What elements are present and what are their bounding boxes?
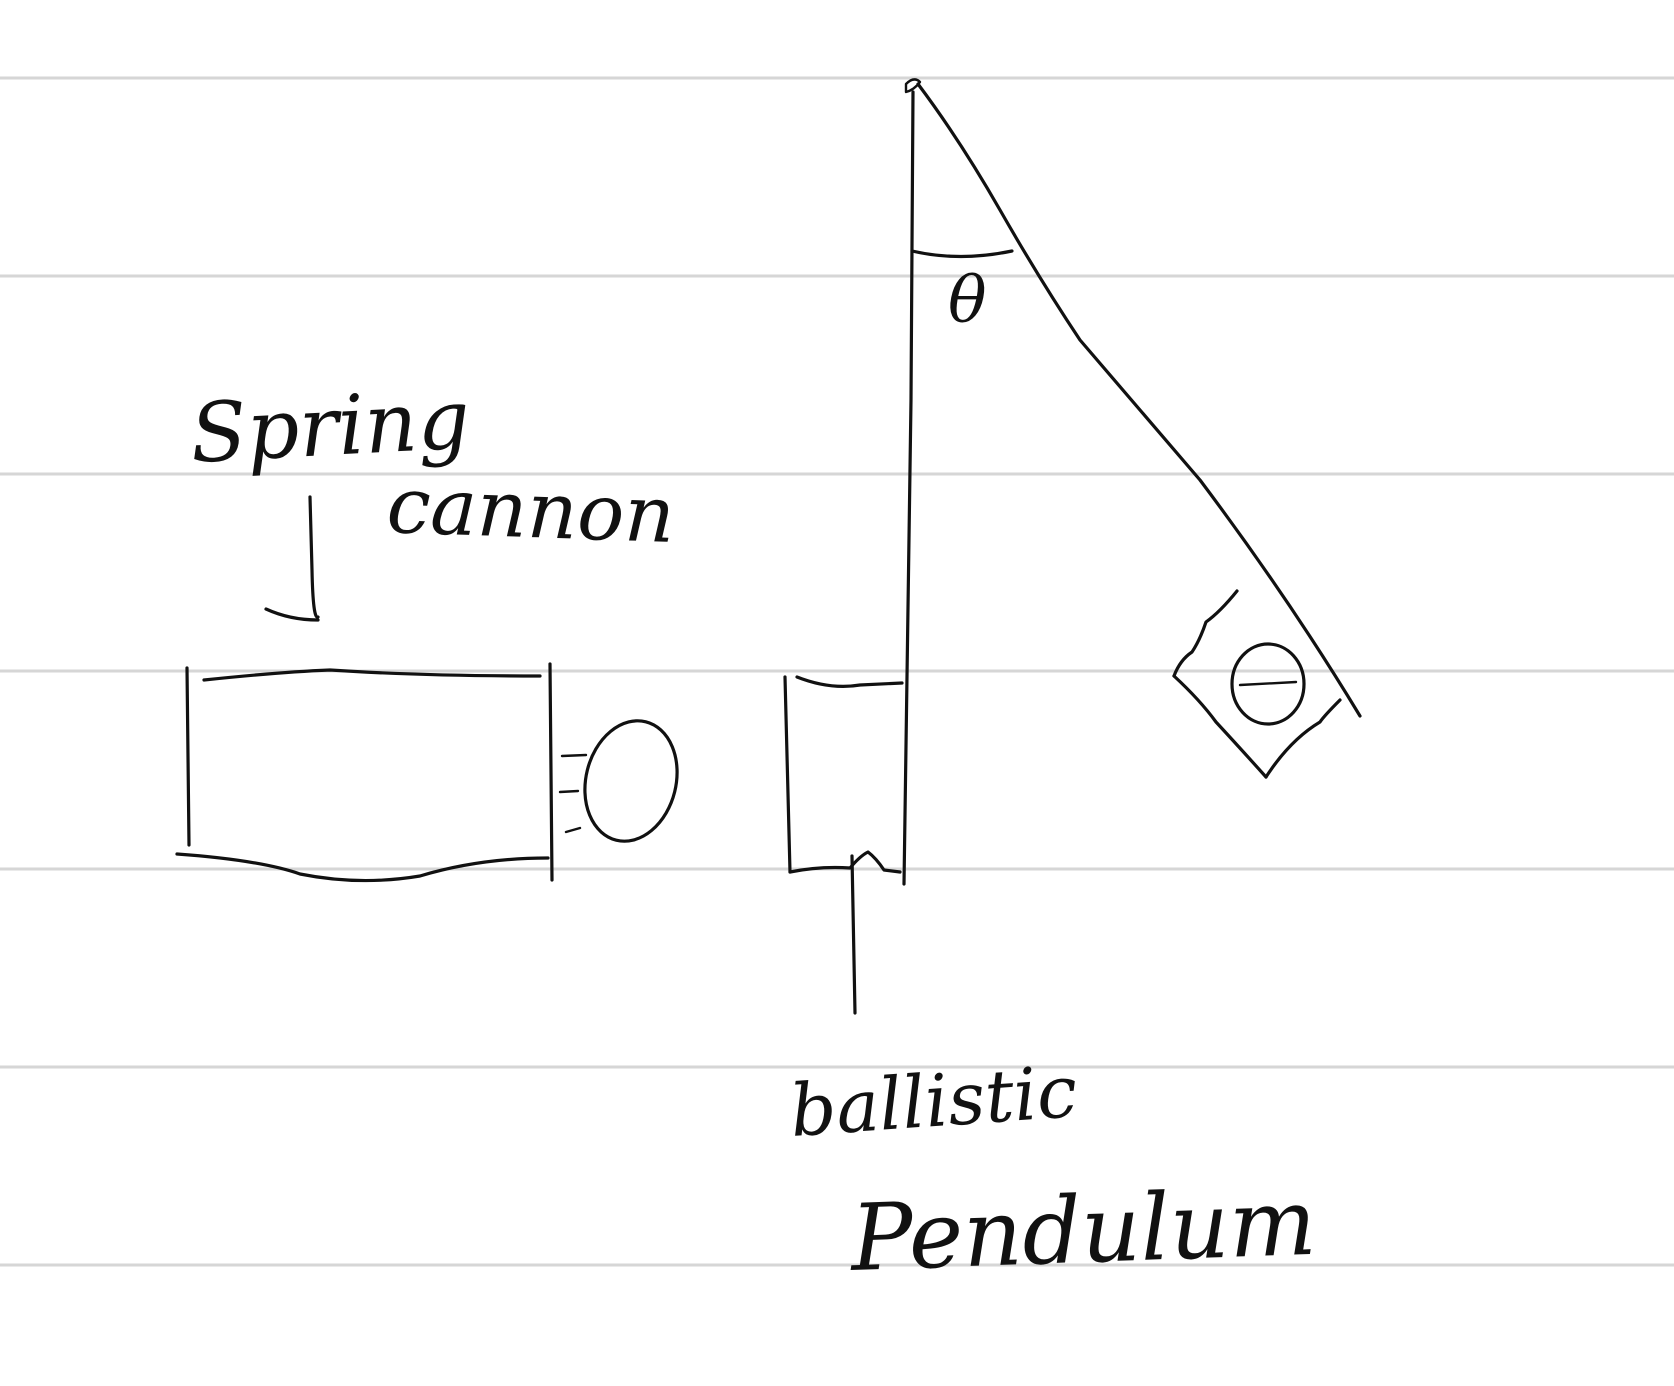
pendulum-string-vertical (902, 90, 915, 886)
pendulum-pointer (850, 854, 857, 1015)
spring-arrow (264, 495, 320, 622)
pendulum-string-swung (916, 82, 1362, 718)
ballistic-label: ballistic (787, 1049, 1080, 1153)
pendulum-label: Pendulum (847, 1169, 1318, 1292)
angle-arc (910, 249, 1014, 259)
projectile-ball (558, 719, 679, 843)
pendulum-block-rest (783, 675, 904, 874)
cannon-label: cannon (385, 461, 676, 561)
pivot-point (904, 78, 922, 94)
spring-label: Spring (188, 372, 472, 481)
spring-cannon (175, 662, 554, 883)
theta-label: θ (948, 264, 987, 338)
pendulum-block-swung (1172, 589, 1342, 779)
